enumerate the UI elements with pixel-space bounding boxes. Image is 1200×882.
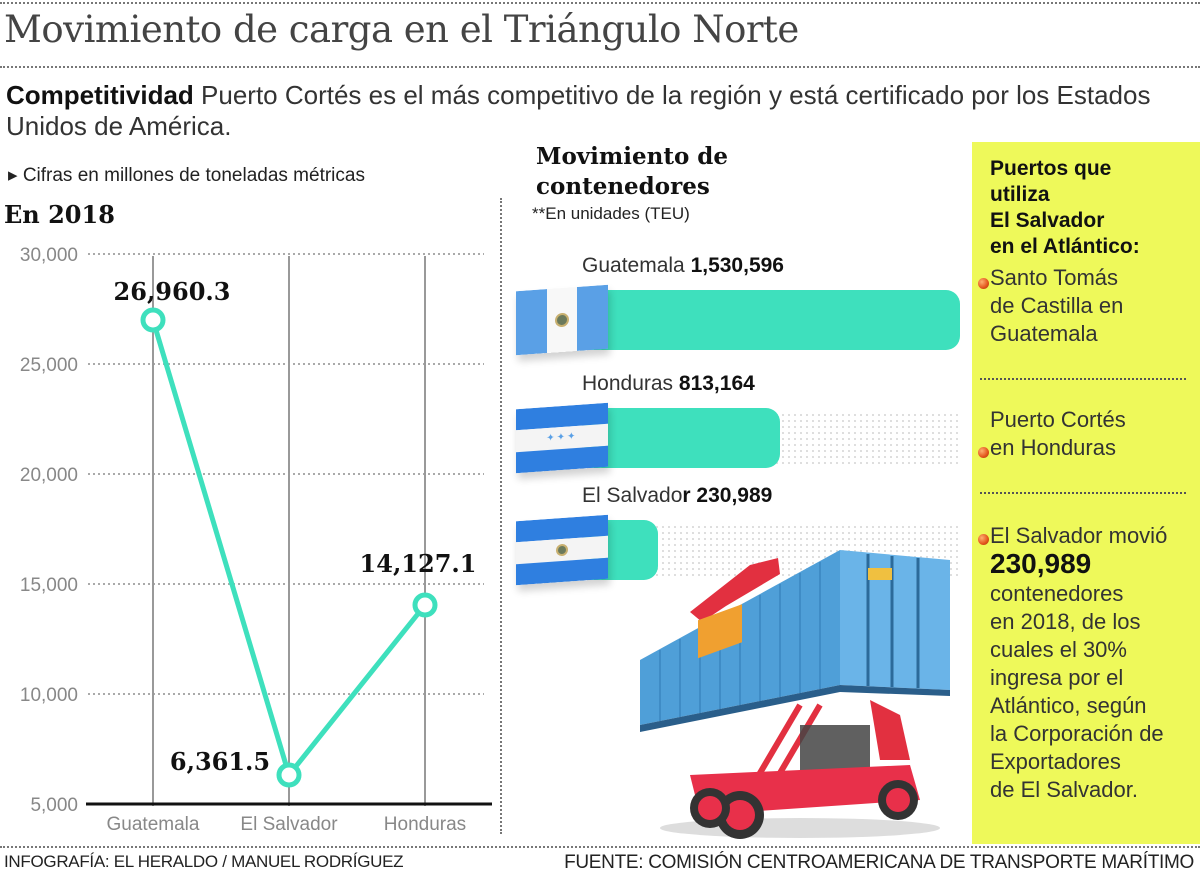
side-panel-title: Puertos que utiliza El Salvador en el At… bbox=[990, 157, 1140, 258]
container-illustration bbox=[640, 550, 950, 839]
svg-text:25,000: 25,000 bbox=[20, 355, 78, 376]
point-el-salvador bbox=[276, 762, 302, 788]
label-guatemala: 26,960.3 bbox=[114, 277, 231, 306]
bar-row-honduras: Honduras 813,164 ✦✦✦ bbox=[516, 372, 966, 482]
credit-text: INFOGRAFÍA: EL HERALDO / MANUEL RODRÍGUE… bbox=[4, 852, 404, 871]
intro-text: Competitividad Puerto Cortés es el más c… bbox=[6, 80, 1186, 142]
port-santo-tomas: Santo Tomás de Castilla en Guatemala bbox=[990, 265, 1124, 346]
svg-text:20,000: 20,000 bbox=[20, 465, 78, 486]
svg-text:El Salvador: El Salvador bbox=[240, 814, 338, 835]
bar-honduras bbox=[582, 408, 780, 468]
intro-body: Puerto Cortés es el más competitivo de l… bbox=[6, 80, 1151, 141]
el-salvador-flag-icon bbox=[516, 514, 608, 586]
location-pin-icon bbox=[978, 447, 989, 458]
port-puerto-cortes: Puerto Cortés en Honduras bbox=[990, 407, 1126, 460]
line-chart: 30,000 25,000 20,000 15,000 10,000 5,000… bbox=[20, 245, 492, 835]
honduras-flag-icon: ✦✦✦ bbox=[516, 402, 608, 474]
top-divider bbox=[0, 2, 1200, 4]
el-salvador-fact: El Salvador movió 230,989 contenedores e… bbox=[990, 523, 1168, 802]
x-axis-ticks: Guatemala El Salvador Honduras bbox=[107, 814, 467, 835]
bar-label: El Salvador 230,989 bbox=[582, 484, 773, 507]
bar-label: Honduras 813,164 bbox=[582, 372, 755, 395]
point-honduras bbox=[412, 592, 438, 618]
bars-subtitle: **En unidades (TEU) bbox=[532, 204, 690, 223]
source-text: FUENTE: COMISIÓN CENTROAMERICANA DE TRAN… bbox=[564, 852, 1194, 873]
label-honduras: 14,127.1 bbox=[360, 549, 477, 578]
svg-text:Guatemala: Guatemala bbox=[107, 814, 200, 835]
guatemala-flag-icon bbox=[516, 284, 608, 356]
bar-label: Guatemala 1,530,596 bbox=[582, 254, 784, 277]
footer-divider bbox=[0, 846, 1200, 848]
svg-text:30,000: 30,000 bbox=[20, 245, 78, 266]
year-label: En 2018 bbox=[4, 200, 115, 229]
unit-note: ▸ Cifras en millones de toneladas métric… bbox=[8, 165, 365, 186]
svg-text:10,000: 10,000 bbox=[20, 685, 78, 706]
section-divider bbox=[500, 198, 502, 834]
page-title: Movimiento de carga en el Triángulo Nort… bbox=[4, 8, 799, 51]
bar-row-guatemala: Guatemala 1,530,596 bbox=[516, 254, 966, 364]
location-pin-icon bbox=[978, 534, 989, 545]
bars-title: Movimiento de contenedores bbox=[536, 143, 729, 200]
y-axis-ticks: 30,000 25,000 20,000 15,000 10,000 5,000 bbox=[20, 245, 78, 816]
svg-text:Honduras: Honduras bbox=[384, 814, 466, 835]
location-pin-icon bbox=[978, 278, 989, 289]
side-panel: Puertos que utiliza El Salvador en el At… bbox=[972, 142, 1200, 844]
gridlines bbox=[86, 253, 492, 806]
side-divider bbox=[980, 378, 1186, 380]
bar-guatemala bbox=[582, 290, 960, 350]
side-divider bbox=[980, 492, 1186, 494]
svg-text:15,000: 15,000 bbox=[20, 575, 78, 596]
intro-bold: Competitividad bbox=[6, 80, 194, 110]
label-el-salvador: 6,361.5 bbox=[170, 747, 270, 776]
point-guatemala bbox=[140, 307, 166, 333]
svg-text:5,000: 5,000 bbox=[30, 795, 78, 816]
title-divider bbox=[0, 66, 1200, 68]
